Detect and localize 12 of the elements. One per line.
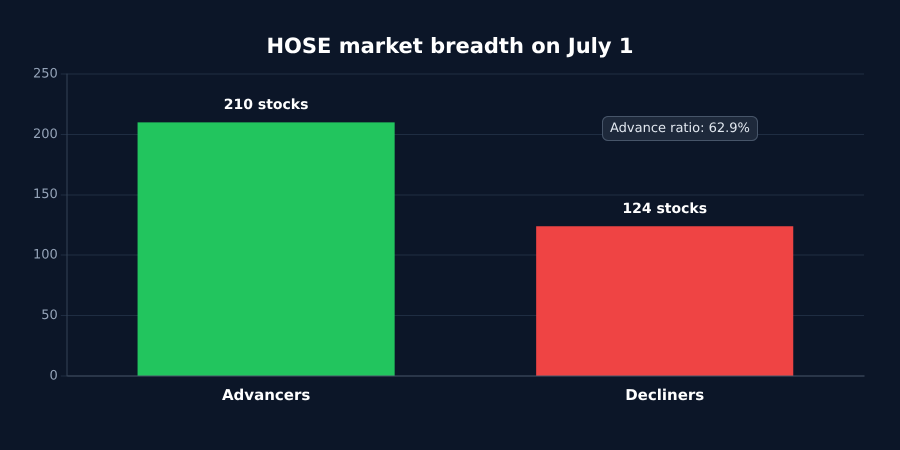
x-tick-label: Advancers	[222, 386, 310, 404]
y-tick-label: 50	[41, 308, 58, 323]
x-tick-label: Decliners	[625, 386, 704, 404]
y-tick-label: 0	[50, 368, 58, 384]
chart-title: HOSE market breadth on July 1	[265, 34, 634, 58]
data-label: 124 stocks	[622, 200, 708, 217]
annotation: Advance ratio: 62.9%	[602, 116, 758, 141]
y-tick-label: 150	[32, 187, 58, 202]
y-tick-label: 100	[32, 248, 58, 263]
data-label: 210 stocks	[224, 96, 308, 113]
y-tick-label: 200	[32, 126, 58, 142]
y-tick-label: 250	[32, 66, 58, 82]
